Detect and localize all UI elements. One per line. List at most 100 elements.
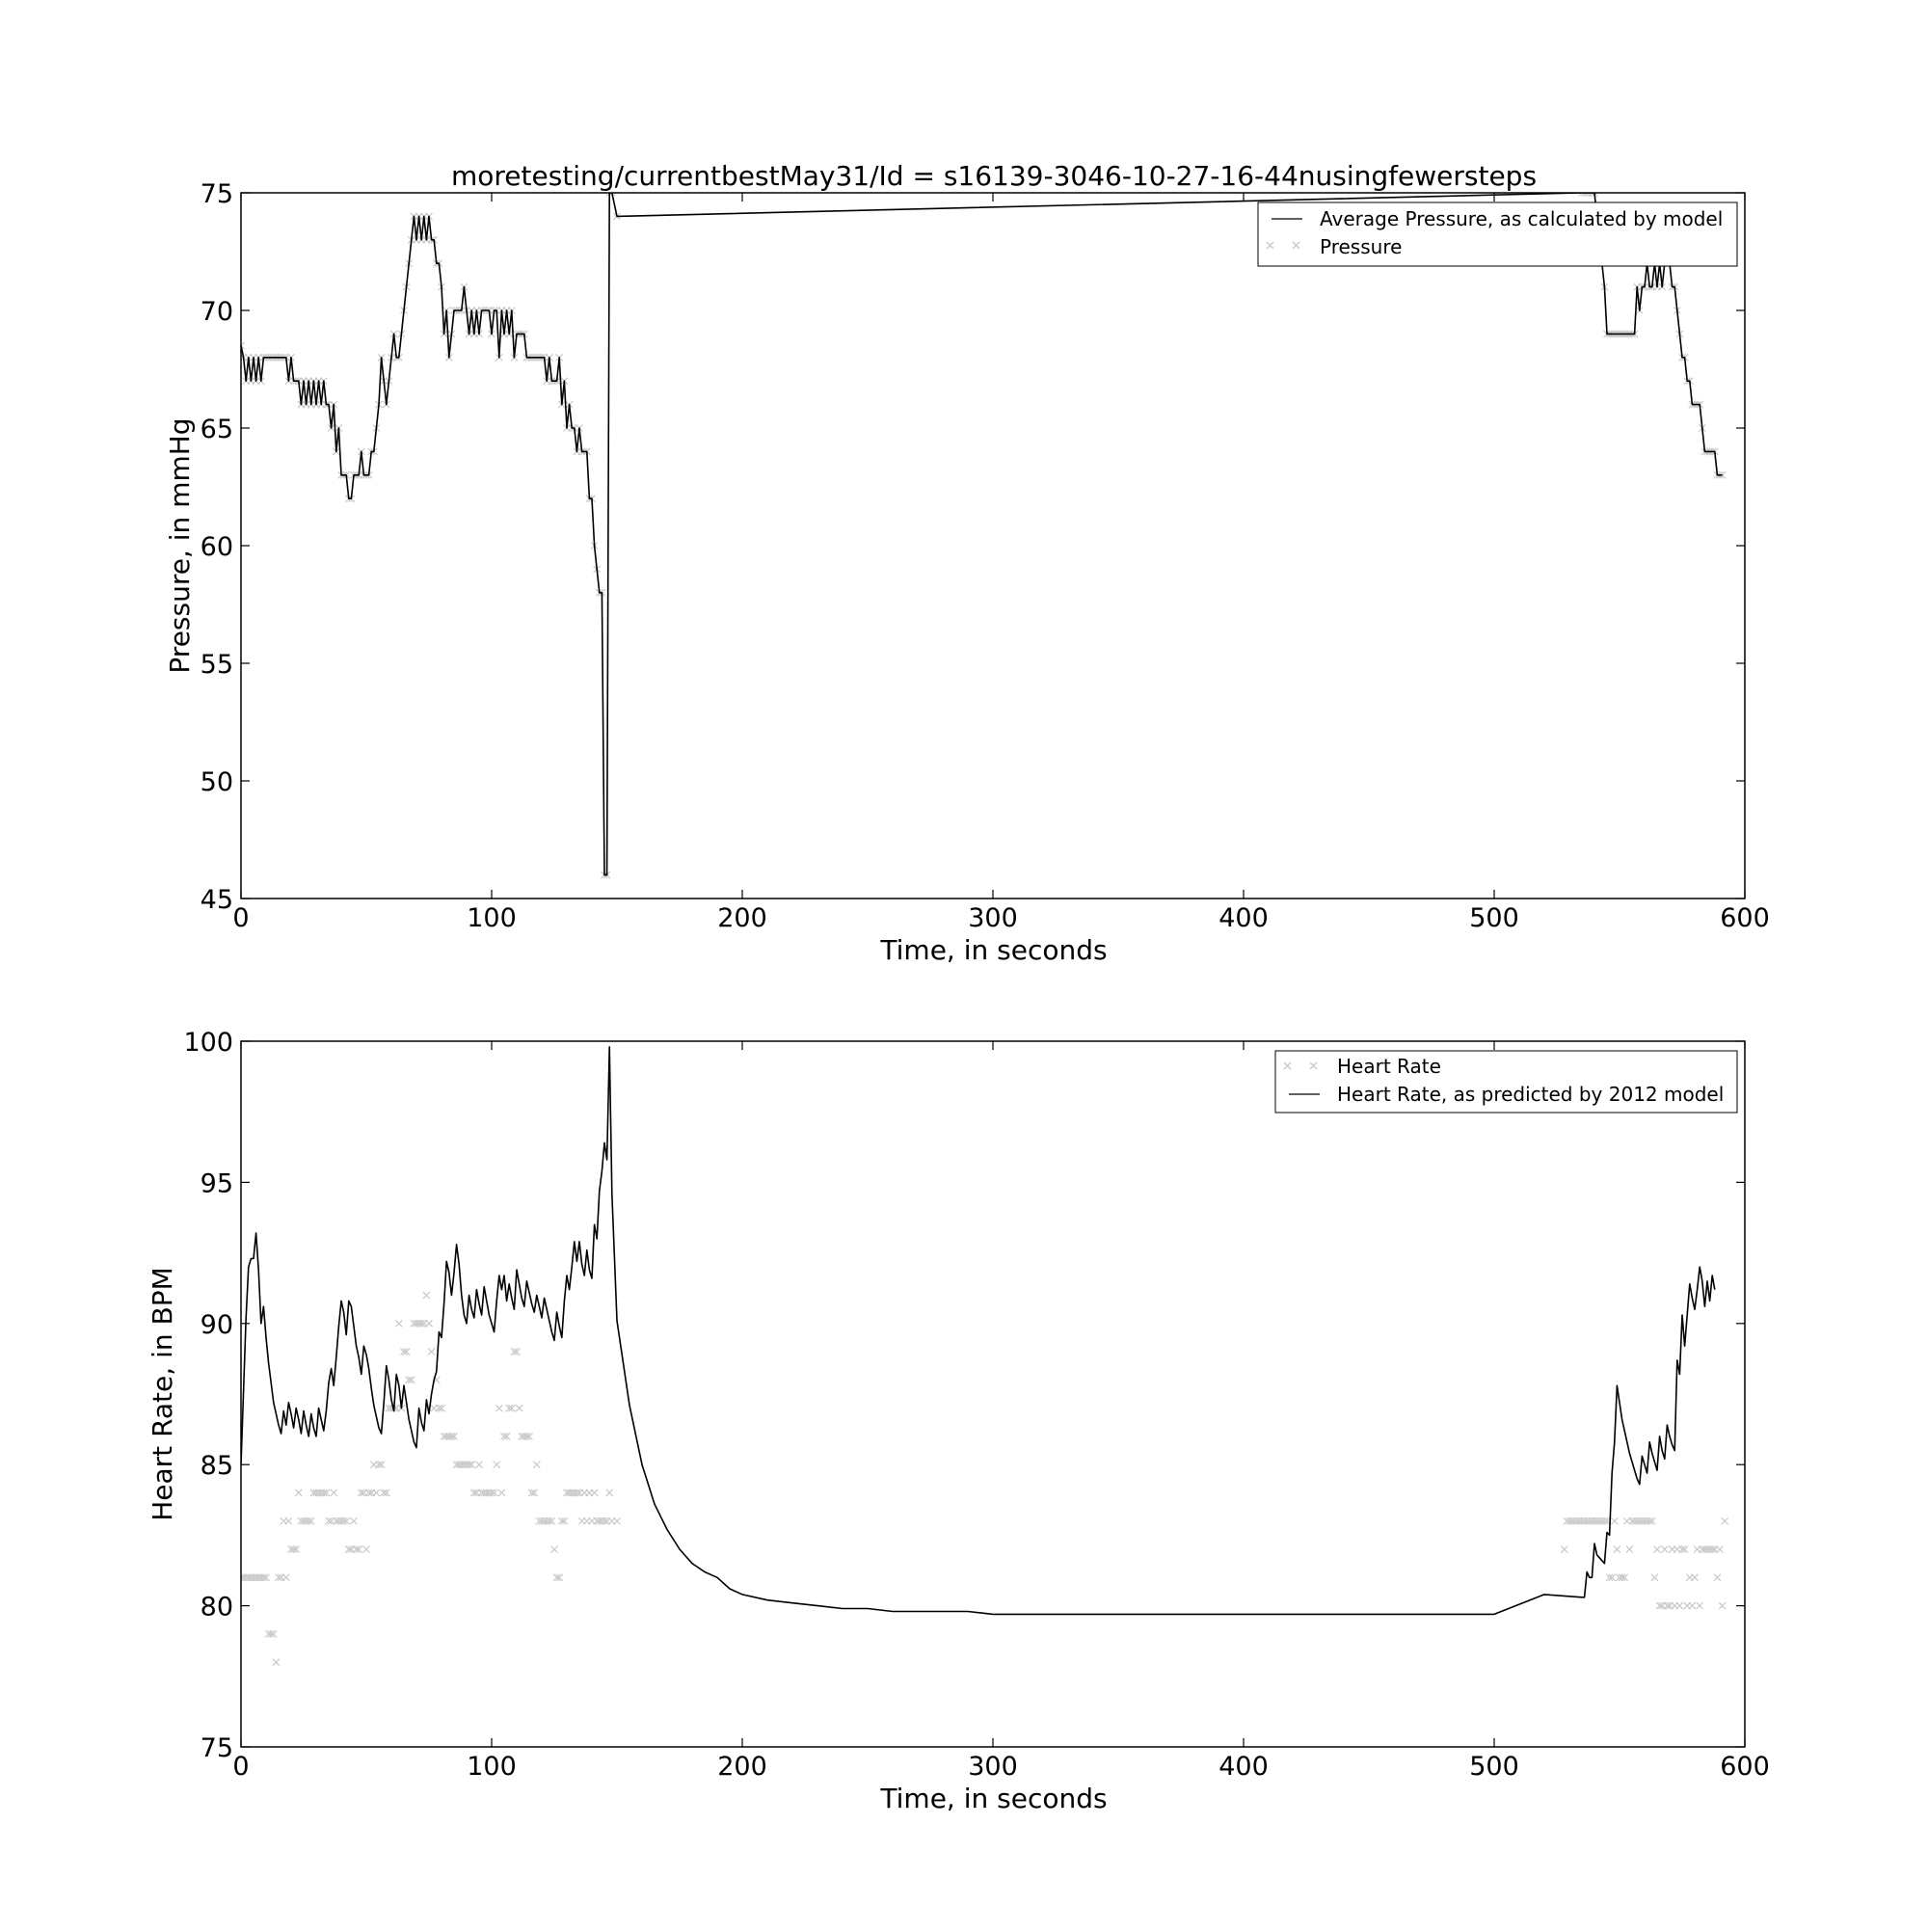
heart-rate-data-point bbox=[350, 1516, 358, 1525]
pressure-x-tick-label: 600 bbox=[1720, 903, 1770, 933]
pressure-x-tick-label: 0 bbox=[232, 903, 249, 933]
pressure-x-tick-label: 300 bbox=[968, 903, 1018, 933]
heart-rate-data-point bbox=[507, 1404, 516, 1412]
heart-rate-data-point bbox=[1718, 1601, 1727, 1610]
heart-rate-data-point bbox=[362, 1545, 370, 1553]
heart-rate-data-point bbox=[272, 1658, 281, 1667]
heart-rate-y-axis-label: Heart Rate, in BPM bbox=[147, 1267, 178, 1521]
heart-rate-data-point bbox=[465, 1461, 473, 1469]
heart-rate-data-point bbox=[590, 1489, 599, 1497]
heart-rate-data-point bbox=[510, 1348, 519, 1356]
heart-rate-data-point bbox=[495, 1404, 503, 1412]
heart-rate-data-point bbox=[425, 1319, 433, 1328]
heart-rate-data-point bbox=[355, 1545, 363, 1553]
pressure-legend-box bbox=[1257, 201, 1738, 267]
pressure-y-tick-label: 45 bbox=[201, 885, 233, 915]
heart-rate-data-point bbox=[402, 1348, 411, 1356]
pressure-x-tick-label: 400 bbox=[1218, 903, 1269, 933]
heart-rate-data-point bbox=[372, 1489, 381, 1497]
heart-rate-data-point bbox=[555, 1573, 564, 1582]
heart-rate-data-point bbox=[1618, 1573, 1626, 1582]
pressure-tick-labels: 0 100 200 300 400 500 600 45 50 55 60 65 70 75 bbox=[201, 179, 1770, 933]
pressure-x-tick-label: 100 bbox=[467, 903, 517, 933]
heart-rate-data-point bbox=[1655, 1601, 1664, 1610]
heart-rate-series-layer bbox=[241, 1046, 1729, 1667]
pressure-y-tick-label: 50 bbox=[201, 767, 233, 797]
pressure-series-layer bbox=[241, 193, 1727, 879]
heart-rate-data-point bbox=[294, 1489, 303, 1497]
heart-rate-data-point bbox=[405, 1376, 414, 1384]
heart-rate-y-tick-label: 95 bbox=[201, 1168, 233, 1198]
pressure-model-line bbox=[241, 193, 1723, 876]
heart-rate-plot: 0 100 200 300 400 500 600 75 80 85 90 95 100 Time, i… bbox=[147, 1028, 1770, 1814]
heart-rate-data-point bbox=[1608, 1573, 1617, 1582]
heart-rate-data-point bbox=[550, 1545, 558, 1553]
heart-rate-data-point bbox=[325, 1516, 333, 1525]
heart-rate-y-tick-label: 85 bbox=[201, 1451, 233, 1481]
heart-rate-data-point bbox=[364, 1489, 373, 1497]
heart-rate-data-point bbox=[344, 1545, 353, 1553]
heart-rate-data-point bbox=[284, 1516, 293, 1525]
heart-rate-data-point bbox=[1696, 1601, 1704, 1610]
heart-rate-data-point bbox=[1613, 1545, 1621, 1553]
heart-rate-data-point bbox=[1600, 1516, 1609, 1525]
heart-rate-data-point bbox=[407, 1376, 415, 1384]
heart-rate-data-point bbox=[262, 1573, 270, 1582]
heart-rate-data-point bbox=[259, 1573, 268, 1582]
pressure-y-tick-label: 75 bbox=[201, 179, 233, 209]
heart-rate-data-point bbox=[417, 1319, 426, 1328]
heart-rate-data-point bbox=[342, 1516, 351, 1525]
heart-rate-data-point bbox=[497, 1489, 506, 1497]
heart-rate-data-point bbox=[394, 1319, 403, 1328]
heart-rate-y-tick-label: 100 bbox=[183, 1028, 233, 1058]
heart-rate-data-point bbox=[1620, 1573, 1629, 1582]
heart-rate-tick-labels: 0 100 200 300 400 500 600 75 80 85 90 95 100 bbox=[183, 1028, 1769, 1782]
heart-rate-data-point bbox=[502, 1432, 511, 1440]
heart-rate-data-point bbox=[505, 1404, 514, 1412]
heart-rate-y-tick-label: 90 bbox=[201, 1310, 233, 1340]
heart-rate-legend-label-predicted: Heart Rate, as predicted by 2012 model bbox=[1337, 1083, 1724, 1106]
heart-rate-data-point bbox=[601, 1516, 608, 1525]
heart-rate-data-point bbox=[307, 1516, 315, 1525]
heart-rate-data-point bbox=[560, 1516, 569, 1525]
heart-rate-data-point bbox=[267, 1629, 276, 1638]
heart-rate-data-point bbox=[513, 1348, 521, 1356]
heart-rate-model-line bbox=[241, 1046, 1716, 1616]
heart-rate-data-point bbox=[613, 1516, 621, 1525]
heart-rate-data-point bbox=[1605, 1573, 1614, 1582]
heart-rate-data-point bbox=[1663, 1601, 1672, 1610]
heart-rate-x-tick-label: 400 bbox=[1218, 1752, 1269, 1782]
heart-rate-data-point bbox=[435, 1404, 443, 1412]
pressure-y-tick-label: 70 bbox=[201, 297, 233, 327]
heart-rate-legend-marker-swatch bbox=[1283, 1061, 1318, 1070]
heart-rate-data-point bbox=[281, 1573, 290, 1582]
heart-rate-legend-box bbox=[1274, 1050, 1738, 1114]
pressure-y-tick-label: 55 bbox=[201, 650, 233, 680]
heart-rate-data-point bbox=[557, 1516, 566, 1525]
heart-rate-x-tick-label: 500 bbox=[1469, 1752, 1519, 1782]
heart-rate-data-point bbox=[339, 1516, 348, 1525]
heart-rate-data-point bbox=[1660, 1545, 1669, 1553]
heart-rate-data-point bbox=[269, 1629, 278, 1638]
heart-rate-data-point bbox=[527, 1489, 536, 1497]
heart-rate-x-tick-label: 100 bbox=[467, 1752, 517, 1782]
heart-rate-data-point bbox=[382, 1489, 390, 1497]
heart-rate-data-point bbox=[522, 1432, 531, 1440]
heart-rate-data-point bbox=[330, 1489, 338, 1497]
heart-rate-data-point bbox=[1646, 1516, 1654, 1525]
heart-rate-data-point bbox=[548, 1516, 556, 1525]
pressure-y-tick-label: 60 bbox=[201, 532, 233, 562]
heart-rate-data-point bbox=[469, 1489, 478, 1497]
heart-rate-data-point bbox=[450, 1432, 458, 1440]
pressure-plot-title: moretesting/currentbestMay31/Id = s16139… bbox=[451, 160, 1537, 192]
heart-rate-data-point bbox=[422, 1291, 431, 1300]
pressure-legend-label-pressure: Pressure bbox=[1320, 235, 1402, 258]
pressure-x-axis-label: Time, in seconds bbox=[879, 934, 1107, 966]
pressure-legend-label-average: Average Pressure, as calculated by model bbox=[1320, 207, 1723, 230]
heart-rate-data-point bbox=[1708, 1545, 1717, 1553]
heart-rate-data-point bbox=[322, 1489, 331, 1497]
heart-rate-x-tick-label: 200 bbox=[717, 1752, 767, 1782]
heart-rate-data-point bbox=[475, 1461, 483, 1469]
heart-rate-data-point bbox=[319, 1489, 328, 1497]
heart-rate-x-axis-label: Time, in seconds bbox=[879, 1783, 1107, 1814]
